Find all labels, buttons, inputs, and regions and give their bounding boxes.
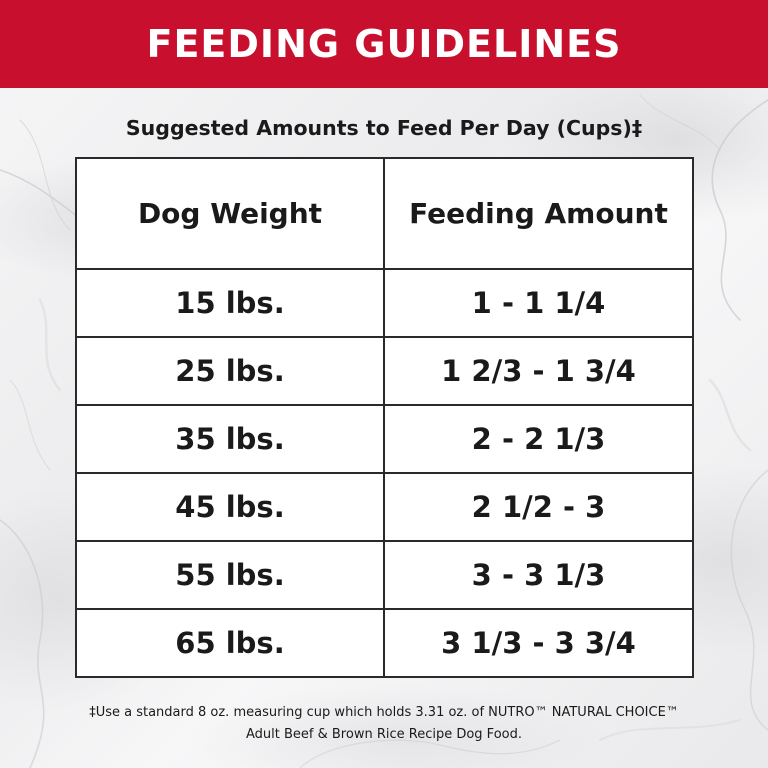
feeding-amount-cell: 2 1/2 - 3: [383, 472, 694, 542]
table-row: 35 lbs. 2 - 2 1/3: [75, 404, 694, 474]
dog-weight-cell: 25 lbs.: [75, 336, 385, 406]
table-row: 55 lbs. 3 - 3 1/3: [75, 540, 694, 610]
table-caption: Suggested Amounts to Feed Per Day (Cups)…: [125, 116, 643, 140]
feeding-amount-cell: 1 2/3 - 1 3/4: [383, 336, 694, 406]
table-header-row: Dog Weight Feeding Amount: [75, 157, 694, 270]
header-banner: FEEDING GUIDELINES: [0, 0, 768, 88]
feeding-amount-cell: 1 - 1 1/4: [383, 268, 694, 338]
table-row: 65 lbs. 3 1/3 - 3 3/4: [75, 608, 694, 678]
page-title: FEEDING GUIDELINES: [146, 22, 622, 66]
feeding-amount-cell: 2 - 2 1/3: [383, 404, 694, 474]
dog-weight-cell: 45 lbs.: [75, 472, 385, 542]
footnote-line-1: ‡Use a standard 8 oz. measuring cup whic…: [89, 705, 679, 720]
column-header-dog-weight: Dog Weight: [75, 157, 385, 270]
dog-weight-cell: 55 lbs.: [75, 540, 385, 610]
footnote-line-2: Adult Beef & Brown Rice Recipe Dog Food.: [246, 727, 522, 742]
dog-weight-cell: 65 lbs.: [75, 608, 385, 678]
dog-weight-cell: 35 lbs.: [75, 404, 385, 474]
dog-weight-cell: 15 lbs.: [75, 268, 385, 338]
table-row: 25 lbs. 1 2/3 - 1 3/4: [75, 336, 694, 406]
table-row: 45 lbs. 2 1/2 - 3: [75, 472, 694, 542]
feeding-table: Dog Weight Feeding Amount 15 lbs. 1 - 1 …: [75, 157, 694, 678]
feeding-amount-cell: 3 - 3 1/3: [383, 540, 694, 610]
feeding-amount-cell: 3 1/3 - 3 3/4: [383, 608, 694, 678]
column-header-feeding-amount: Feeding Amount: [383, 157, 694, 270]
table-row: 15 lbs. 1 - 1 1/4: [75, 268, 694, 338]
footnote: ‡Use a standard 8 oz. measuring cup whic…: [0, 702, 768, 746]
